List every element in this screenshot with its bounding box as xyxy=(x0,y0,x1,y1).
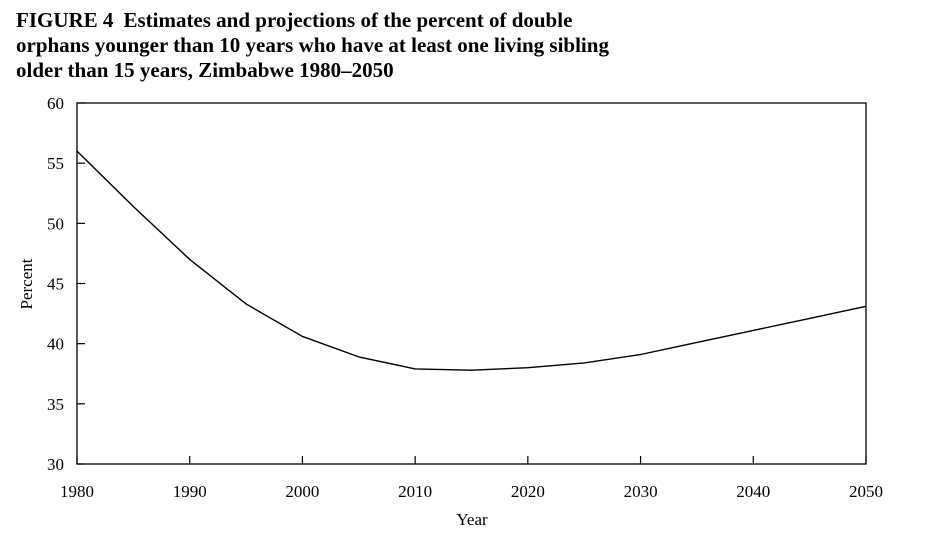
figure-title-line-3: older than 15 years, Zimbabwe 1980–2050 xyxy=(16,58,394,82)
y-tick-label: 60 xyxy=(47,94,64,113)
figure-label: FIGURE 4 xyxy=(16,8,114,32)
x-tick-label: 2030 xyxy=(624,482,658,501)
x-tick-label: 2020 xyxy=(511,482,545,501)
x-tick-label: 2010 xyxy=(398,482,432,501)
y-tick-label: 30 xyxy=(47,455,64,474)
figure-title-line-2: orphans younger than 10 years who have a… xyxy=(16,33,609,57)
y-tick-label: 40 xyxy=(47,335,64,354)
plot-frame xyxy=(76,102,867,465)
x-tick-label: 2050 xyxy=(849,482,883,501)
x-tick-label: 1980 xyxy=(60,482,94,501)
y-tick-label: 35 xyxy=(47,395,64,414)
x-tick-label: 2040 xyxy=(736,482,770,501)
y-tick-label: 50 xyxy=(47,214,64,233)
y-axis: 30 35 40 45 50 55 60 xyxy=(47,94,85,474)
figure-title-text-1: Estimates and projections of the percent… xyxy=(123,8,573,32)
figure-title-line-1: FIGURE 4 Estimates and projections of the… xyxy=(16,8,896,33)
x-tick-label: 1990 xyxy=(173,482,207,501)
y-axis-label: Percent xyxy=(17,258,36,309)
plot-area xyxy=(76,102,867,465)
y-tick-label: 55 xyxy=(47,154,64,173)
x-axis-label: Year xyxy=(456,510,488,529)
x-tick-label: 2000 xyxy=(285,482,319,501)
x-axis: 1980 1990 2000 2010 2020 2030 2040 2050 xyxy=(60,456,883,501)
figure-title: FIGURE 4 Estimates and projections of the… xyxy=(16,8,896,83)
series-line xyxy=(76,150,867,371)
y-tick-label: 45 xyxy=(47,275,64,294)
series-group xyxy=(76,150,867,371)
